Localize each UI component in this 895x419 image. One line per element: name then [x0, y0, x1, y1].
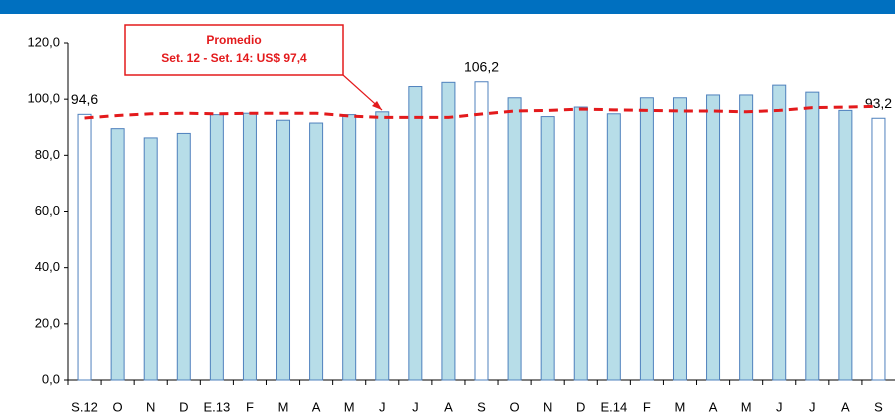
y-tick-label: 80,0 [35, 147, 60, 162]
bar [507, 97, 522, 381]
bar [540, 116, 555, 381]
bar [77, 113, 92, 381]
x-tick-label: M [675, 399, 686, 414]
bar [441, 81, 456, 381]
bar [143, 137, 158, 381]
x-tick-label: J [809, 399, 816, 414]
bar [573, 106, 588, 381]
annotation-text: Set. 12 - Set. 14: US$ 97,4 [161, 51, 307, 65]
y-tick-label: 40,0 [35, 259, 60, 274]
bar [276, 119, 291, 381]
x-tick-label: A [444, 399, 453, 414]
x-tick-label: M [741, 399, 752, 414]
x-tick-label: M [344, 399, 355, 414]
x-tick-label: A [312, 399, 321, 414]
bar [309, 122, 324, 381]
bar [342, 114, 357, 381]
x-tick-label: S [477, 399, 486, 414]
data-label: 94,6 [71, 91, 98, 107]
bar [871, 117, 886, 381]
bar [375, 111, 390, 381]
annotation-box [124, 24, 344, 76]
bar [209, 114, 224, 381]
x-tick-label: D [576, 399, 585, 414]
x-tick-label: M [278, 399, 289, 414]
arrow-head [372, 101, 382, 110]
bar [772, 84, 787, 381]
x-tick-label: J [776, 399, 783, 414]
x-tick-label: N [146, 399, 155, 414]
bar [706, 94, 721, 381]
x-tick-label: F [246, 399, 254, 414]
y-tick-label: 120,0 [27, 34, 60, 49]
bar [606, 113, 621, 381]
moving-average-line [84, 104, 879, 120]
bar [639, 97, 654, 381]
bar [242, 112, 257, 381]
x-tick-label: F [643, 399, 651, 414]
x-tick-label: D [179, 399, 188, 414]
x-tick-label: S [874, 399, 883, 414]
y-tick-label: 20,0 [35, 315, 60, 330]
x-tick-label: J [412, 399, 419, 414]
bar [672, 97, 687, 381]
bar [474, 81, 489, 381]
data-label: 93,2 [865, 95, 892, 111]
bar [110, 128, 125, 381]
x-tick-label: N [543, 399, 552, 414]
x-tick-label: E.13 [203, 399, 230, 414]
y-tick-label: 100,0 [27, 91, 60, 106]
bar [805, 91, 820, 381]
x-tick-label: O [510, 399, 520, 414]
x-tick-label: J [379, 399, 386, 414]
x-tick-label: E.14 [600, 399, 627, 414]
bar [408, 86, 423, 381]
bar [176, 132, 191, 381]
y-tick-label: 60,0 [35, 203, 60, 218]
bar [739, 94, 754, 381]
x-tick-label: A [841, 399, 850, 414]
annotation-title: Promedio [206, 33, 261, 47]
bar [838, 109, 853, 381]
y-tick-label: 0,0 [42, 371, 60, 386]
x-tick-label: S.12 [71, 399, 98, 414]
x-tick-label: O [113, 399, 123, 414]
header-band [0, 0, 895, 14]
data-label: 106,2 [464, 58, 499, 74]
x-tick-label: A [709, 399, 718, 414]
